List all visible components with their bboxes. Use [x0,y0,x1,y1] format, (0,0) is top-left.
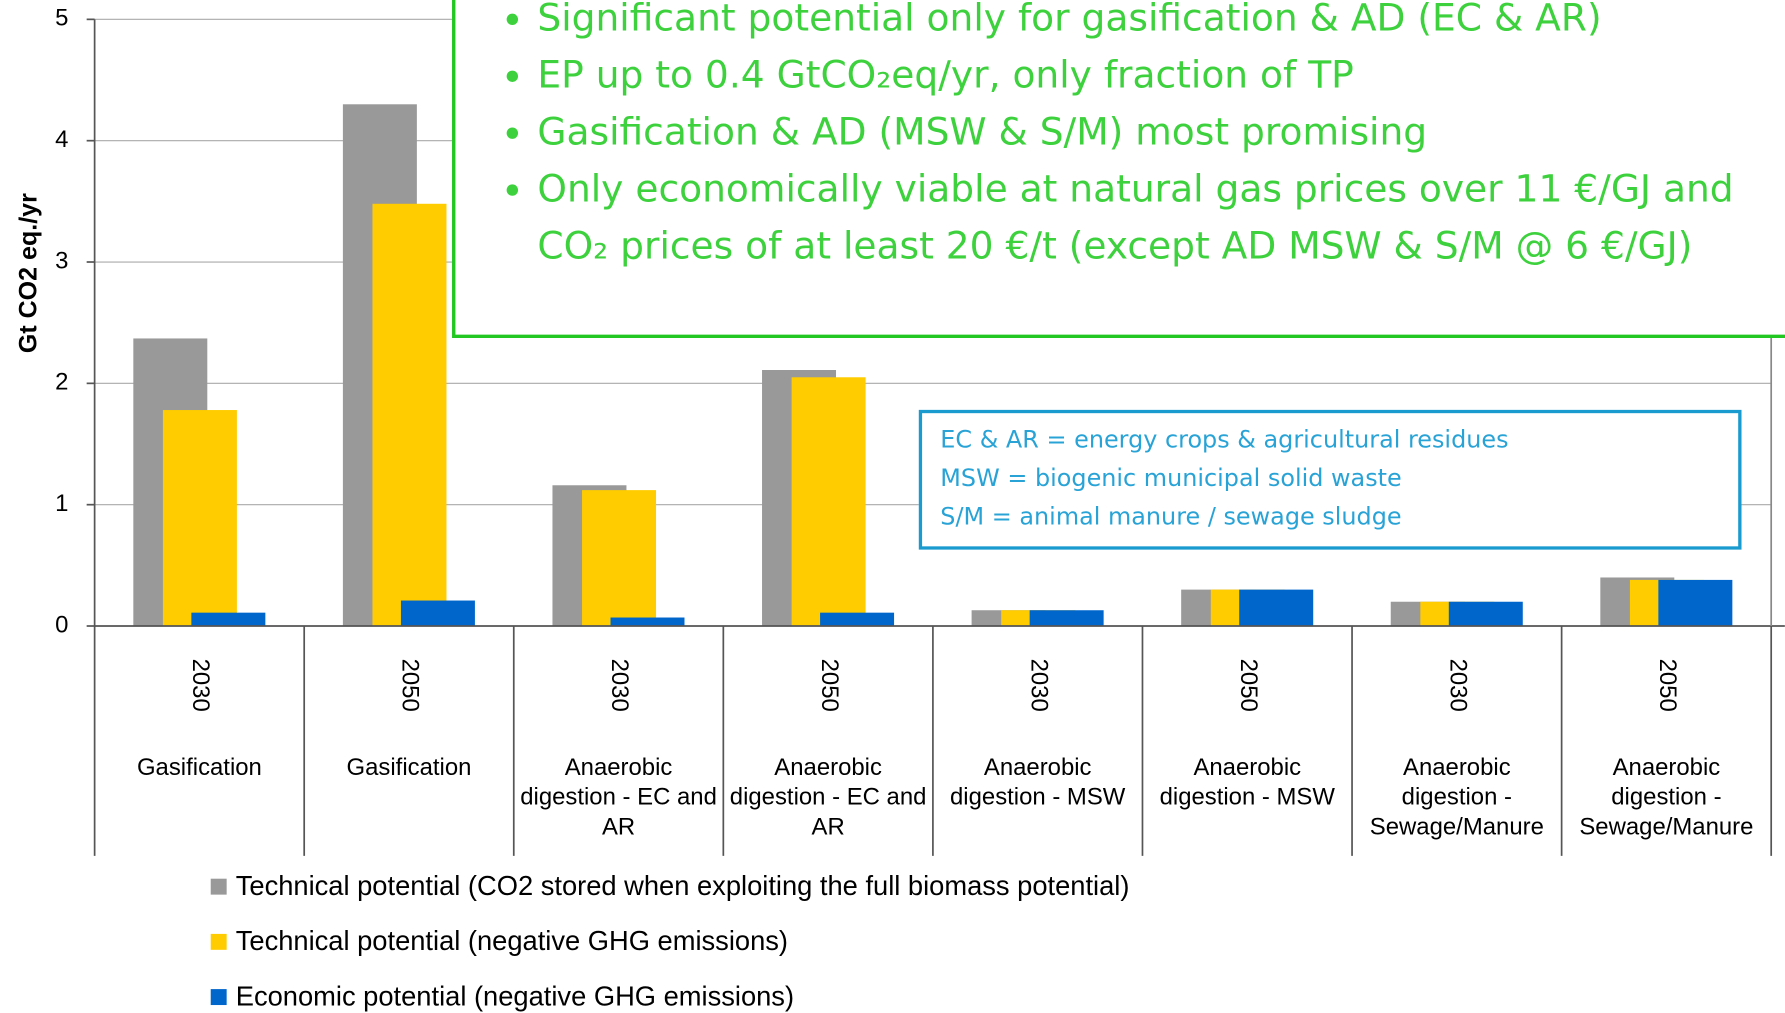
group-label: Gasification [136,754,262,781]
group-label: Anaerobic digestion - EC and AR [520,754,717,840]
x-tick-label: 2050 [1235,659,1262,712]
group-label: Anaerobic digestion - MSW [1159,754,1335,811]
definition: EC & AR = energy crops & agricultural re… [940,425,1509,454]
x-tick-label: 2030 [187,659,214,712]
legend-swatch [210,878,227,895]
x-tick-label: 2050 [397,659,424,712]
group-label: Anaerobic digestion - Sewage/Manure [1369,754,1544,840]
definitions-box: EC & AR = energy crops & agricultural re… [918,409,1742,550]
group-label-box: Anaerobic digestion - MSW [950,754,1126,811]
definition: MSW = biogenic municipal solid waste [940,464,1402,492]
y-tick-label: 5 [55,5,68,32]
group-label-box: Anaerobic digestion - EC and AR [520,754,717,840]
bar [610,617,685,627]
y-axis-label: Gt CO2 eq./yr [14,193,42,353]
legend-label: Technical potential (CO2 stored when exp… [236,870,1130,901]
bar [191,612,266,627]
bullet: Gasification & AD (MSW & S/M) most promi… [537,104,1785,161]
x-tick-label: 2030 [1445,659,1472,712]
bullet: EP up to 0.4 GtCO₂eq/yr, only fraction o… [537,47,1785,104]
legend-swatch [210,989,227,1006]
callout-box: Significant potential only for gasificat… [452,0,1785,338]
y-tick-label: 4 [55,126,68,153]
x-tick-label: 2050 [1654,659,1681,712]
bar [1448,601,1523,627]
bar [820,612,895,627]
bullet: Significant potential only for gasificat… [537,0,1785,47]
legend-label: Technical potential (negative GHG emissi… [236,925,788,956]
callout: Significant potential only for gasificat… [452,0,1785,339]
legend-label: Economic potential (negative GHG emissio… [236,980,794,1011]
bar [791,377,866,627]
group-label-box: Gasification [136,754,262,781]
group-label: Anaerobic digestion - Sewage/Manure [1579,754,1754,840]
group-label: Anaerobic digestion - EC and AR [729,754,927,840]
y-tick-label: 2 [55,369,68,396]
definition: S/M = animal manure / sewage sludge [940,503,1402,531]
bar [372,203,447,627]
group-label-box: Gasification [346,754,472,781]
x-tick-label: 2050 [816,659,843,712]
bar [582,490,657,627]
legend-swatch [210,933,227,950]
x-tick-label: 2030 [1025,659,1052,712]
group-label-box: Anaerobic digestion - Sewage/Manure [1369,754,1544,840]
group-label-box: Anaerobic digestion - MSW [1159,754,1335,811]
x-tick-label: 2030 [606,659,633,712]
y-tick-label: 0 [55,611,68,638]
bar [1029,610,1104,627]
group-label: Gasification [346,754,472,781]
group-label: Anaerobic digestion - MSW [950,754,1126,811]
group-label-box: Anaerobic digestion - EC and AR [729,754,927,840]
group-label-box: Anaerobic digestion - Sewage/Manure [1579,754,1754,840]
y-tick-label: 1 [55,490,68,517]
bar [400,600,475,627]
bullet: Only economically viable at natural gas … [537,160,1785,274]
bar [1658,579,1733,627]
bar [1239,589,1314,627]
y-tick-label: 3 [55,247,68,274]
bullet-list: Significant potential only for gasificat… [501,0,1785,274]
defs: EC & AR = energy crops & agricultural re… [918,409,1742,550]
bar [162,410,237,627]
